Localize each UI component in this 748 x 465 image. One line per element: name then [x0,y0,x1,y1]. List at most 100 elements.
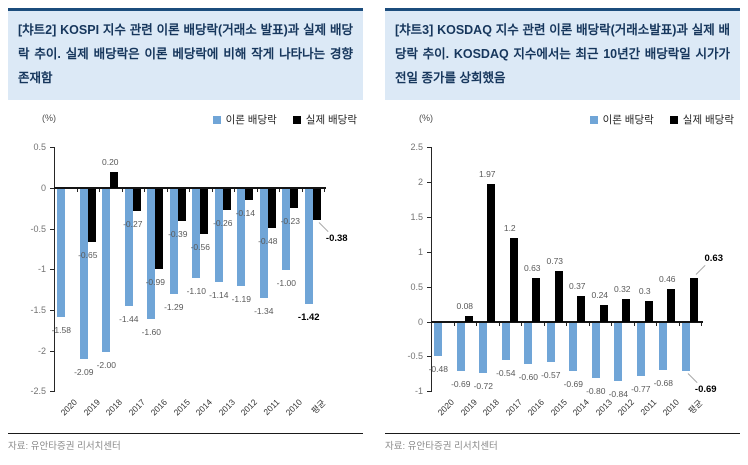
value-label: -1.00 [276,278,296,289]
x-axis-tick [476,322,477,326]
x-axis-tick [588,322,590,326]
value-label: -0.56 [190,242,210,253]
label-leader-line [318,221,329,232]
x-axis-tick [144,188,145,192]
x-axis-tick [498,322,500,326]
x-axis-label: 2013 [593,397,614,418]
bar-actual-2014 [577,295,586,322]
value-label: -0.68 [653,377,673,388]
legend-swatch-theoretical-icon [212,115,221,124]
value-label: -1.44 [119,314,139,325]
y-axis-tick-label: 0.5 [410,281,423,292]
x-axis-tick [543,322,545,326]
bar-theoretical-2010 [282,188,291,271]
x-axis-label: 2012 [238,397,260,418]
x-axis-tick [256,188,258,192]
y-axis-line [431,147,432,393]
value-label: -0.39 [168,228,188,239]
x-axis-label: 2018 [480,397,502,418]
y-axis-tick-label: 0 [417,316,423,327]
bar-theoretical-2017 [124,188,133,307]
x-axis-label: 2011 [638,397,659,418]
kosdaq-chart-panel: [챠트3] KOSDAQ 지수 관련 이론 배당락(거래소발표)과 실제 배당락… [385,8,740,452]
value-label: -0.77 [631,384,651,395]
value-label: -1.60 [141,327,161,338]
chart-head-row: (%) 이론 배당락 실제 배당락 [8,112,363,126]
y-axis-tick [50,147,54,149]
source-note: 자료: 유안타증권 리서치센터 [8,433,363,452]
kosdaq-plot-area: 2.5 2 1.5 1 0.5 0 -0.5 -1 2020 -0.48 2019 -0.69 0.08… [385,142,740,417]
legend-swatch-actual-icon [669,115,678,124]
bar-theoretical-2012 [237,188,246,286]
legend-swatch-actual-icon [292,115,301,124]
value-label: 0.73 [546,255,564,266]
x-axis-label: 2015 [171,397,192,418]
y-axis-tick-label: 1.5 [410,211,423,222]
legend-item-actual: 실제 배당락 [292,112,357,127]
kospi-chart-panel: [챠트2] KOSPI 지수 관련 이론 배당락(거래소 발표)과 실제 배당락… [8,8,363,452]
bar-theoretical-2012 [614,322,623,382]
value-label: 0.08 [456,300,474,311]
legend-label-actual: 실제 배당락 [305,114,357,127]
x-axis-tick [99,188,100,192]
x-axis-tick [453,322,455,326]
bar-actual-2013 [599,304,608,322]
source-note: 자료: 유안타증권 리서치센터 [385,433,740,452]
bar-actual-2016 [155,188,164,270]
y-axis-tick-label: -1 [414,386,423,397]
bar-actual-평균 [689,277,698,322]
value-label: -0.69 [694,383,717,395]
bar-theoretical-2020 [57,188,66,318]
value-label: -1.19 [231,293,251,304]
x-axis-label: 2020 [435,397,457,418]
chart-caption-text: [챠트3] KOSDAQ 지수 관련 이론 배당락(거래소발표)과 실제 배당락… [395,23,730,85]
x-axis-tick [279,188,280,192]
bar-actual-2011 [644,300,653,322]
bar-actual-2016 [532,277,541,322]
value-label: -0.65 [78,249,98,260]
x-axis-tick [521,322,522,326]
y-axis-tick [50,350,54,352]
value-label: 0.32 [613,284,631,295]
y-axis-tick [427,251,431,253]
bar-actual-2013 [222,188,231,211]
value-label: -2.09 [74,366,94,377]
value-label: -0.38 [325,232,348,244]
legend-item-theoretical: 이론 배당락 [589,112,654,127]
bar-theoretical-평균 [681,322,690,371]
value-label: -1.14 [209,289,229,300]
x-axis-tick [566,322,567,326]
y-axis-tick [427,356,431,358]
value-label: -0.23 [280,215,300,226]
x-axis-tick [76,188,78,192]
bar-actual-2017 [132,188,141,211]
y-axis-tick [50,187,54,189]
bar-theoretical-2017 [501,322,510,361]
bar-theoretical-2011 [259,188,268,298]
value-label: 0.24 [591,289,609,300]
y-axis-unit-label: (%) [42,113,56,124]
bar-actual-2018 [110,171,119,188]
x-axis-label: 2017 [503,397,524,418]
legend-label-actual: 실제 배당락 [682,114,734,127]
y-axis-tick [50,309,54,311]
kosdaq-chart-caption: [챠트3] KOSDAQ 지수 관련 이론 배당락(거래소발표)과 실제 배당락… [385,8,740,101]
bar-theoretical-2013 [591,322,600,379]
value-label: -1.58 [51,325,71,336]
x-axis-label: 평균 [686,397,705,417]
bar-actual-2019 [464,315,473,322]
bar-theoretical-2019 [79,188,88,359]
x-axis-tick [189,188,190,192]
y-axis-tick-label: -2.5 [30,386,46,397]
y-axis-tick [427,147,431,149]
bar-theoretical-2018 [479,322,488,373]
x-axis-tick [324,188,325,192]
bar-actual-2018 [487,184,496,322]
x-axis-label: 2020 [58,397,80,418]
x-axis-label: 2014 [570,397,592,418]
x-axis-label: 2019 [458,397,479,418]
bar-theoretical-2010 [659,322,668,370]
kosdaq-chart: (%) 이론 배당락 실제 배당락 2.5 2 1.5 1 0.5 0 -0.5 -1 2020… [385,112,740,417]
y-axis-tick [427,286,431,288]
y-axis-unit-label: (%) [419,113,433,124]
